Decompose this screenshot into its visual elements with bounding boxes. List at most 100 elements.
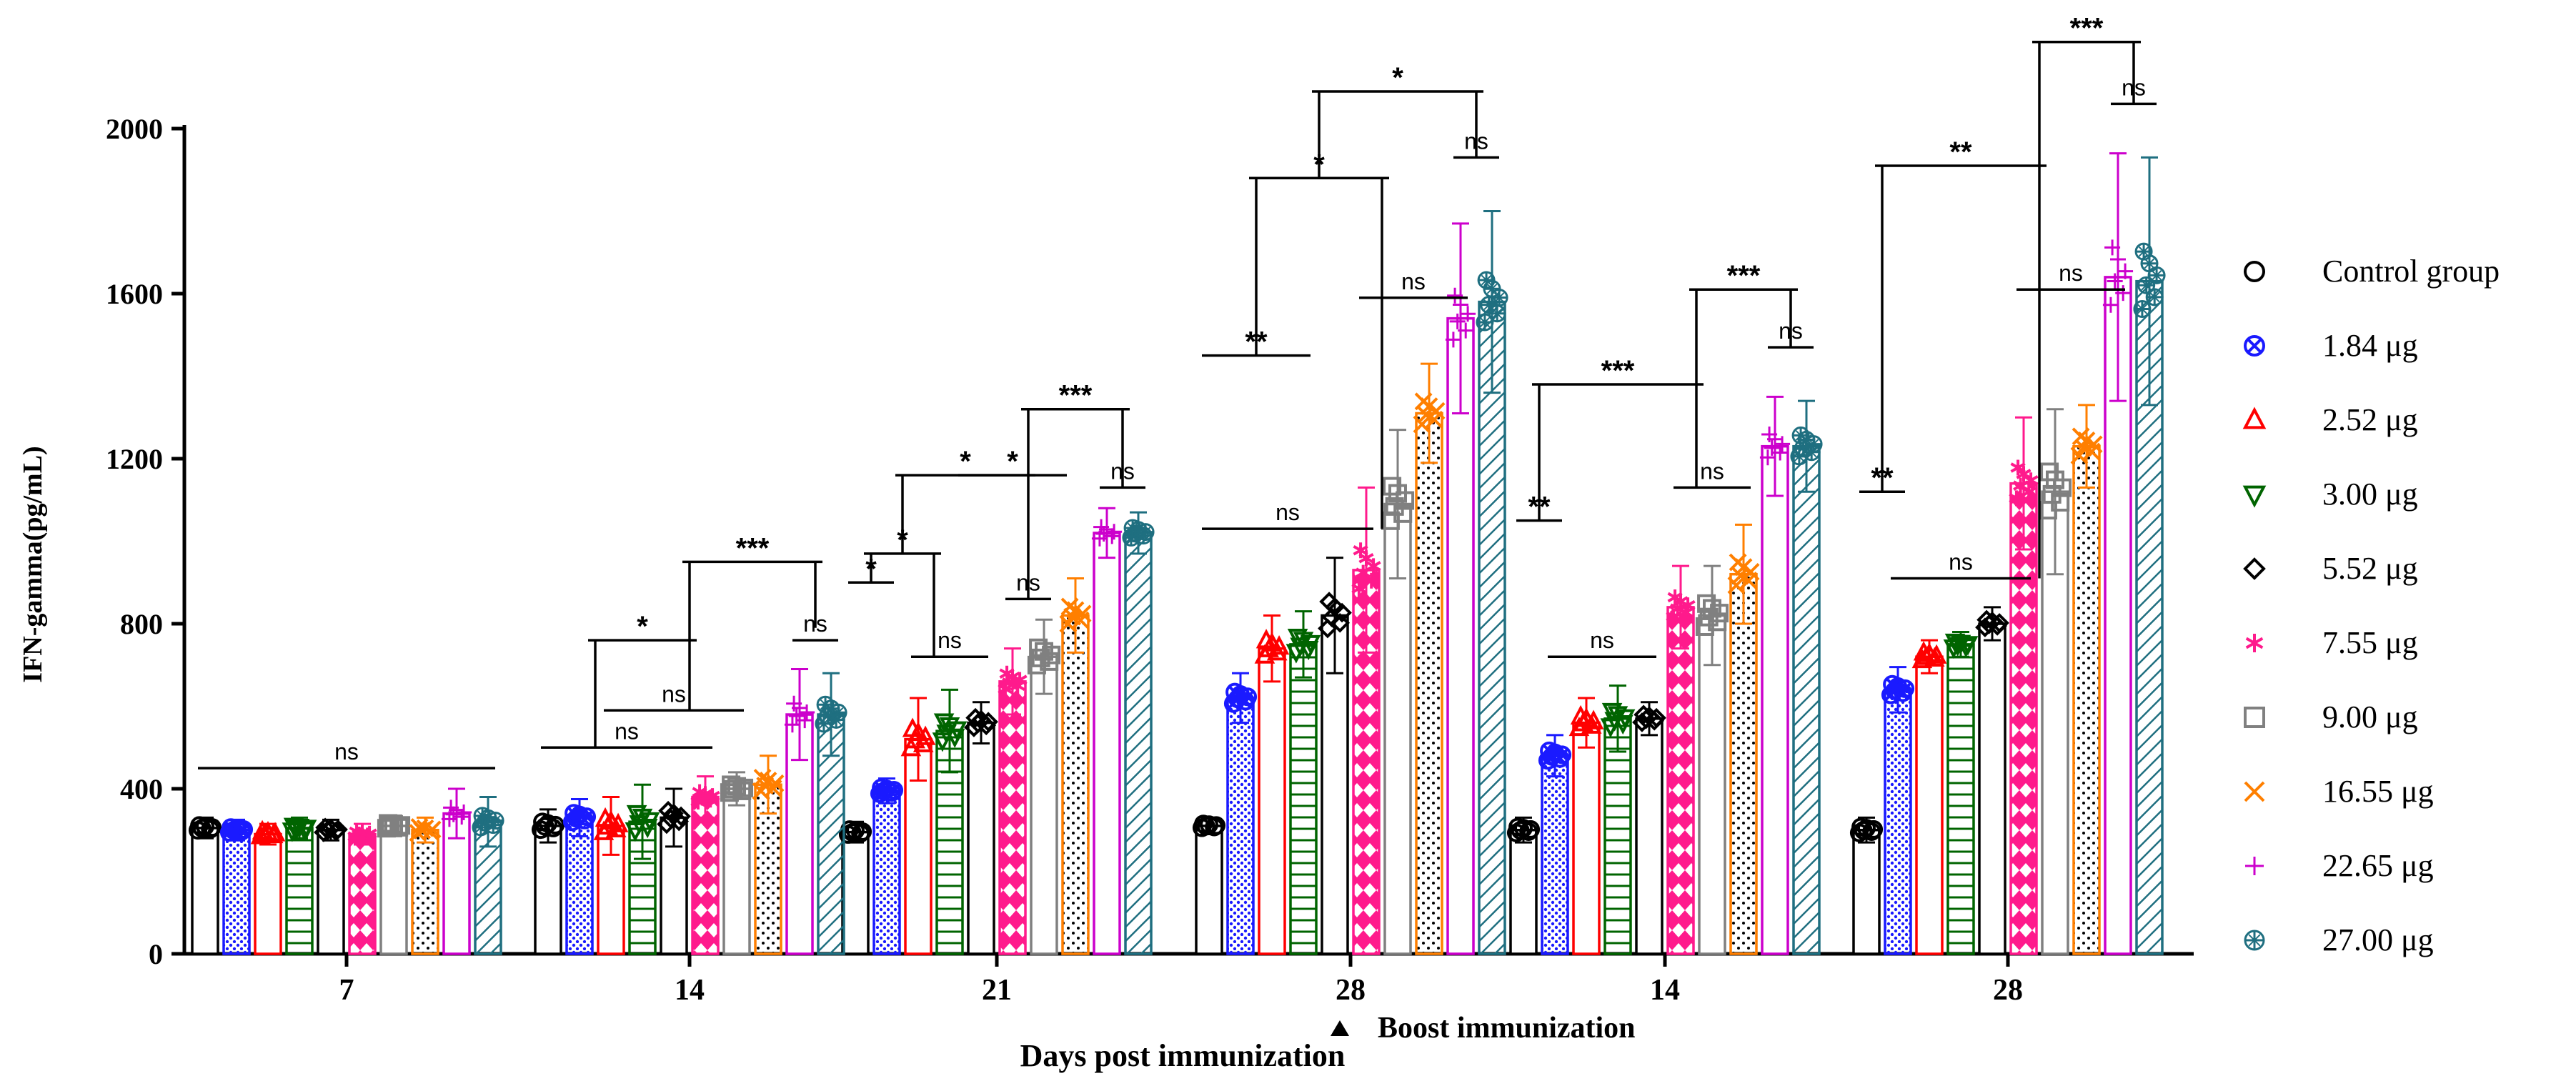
bar-group <box>1695 564 1729 955</box>
marker-square <box>727 777 746 796</box>
x-tick-label: 7 <box>339 974 354 1007</box>
marker-diamond <box>321 818 341 839</box>
bar <box>691 795 720 955</box>
marker-part <box>1543 744 1556 757</box>
significance-bracket: ns <box>2111 74 2157 106</box>
bar <box>722 787 751 955</box>
marker-triangle-up <box>1583 709 1604 729</box>
marker-square <box>1697 594 1716 613</box>
marker-square <box>1029 638 1048 657</box>
marker-part <box>2149 292 2160 303</box>
bar-group <box>2038 408 2072 955</box>
bar <box>222 829 251 955</box>
bar-group <box>1666 564 1696 955</box>
marker-circle-plus <box>2244 930 2265 951</box>
marker-circle <box>1851 817 1871 837</box>
marker-part <box>1795 430 1806 441</box>
marker-plus <box>1449 313 1466 329</box>
marker-circle-x <box>872 778 891 797</box>
marker-x <box>1414 392 1433 411</box>
significance-bracket: *** <box>2032 13 2141 166</box>
marker-triangle-down <box>283 817 304 837</box>
significance-label: ns <box>1275 499 1300 525</box>
bar <box>1226 697 1255 955</box>
marker-diamond <box>1325 597 1345 617</box>
marker-diamond <box>658 800 678 821</box>
marker-part <box>1228 686 1241 699</box>
marker-square <box>1703 599 1721 618</box>
bar <box>1124 532 1153 955</box>
marker-triangle-up <box>252 820 273 840</box>
bar-group <box>998 647 1028 955</box>
marker-circle-plus <box>2133 299 2152 318</box>
legend-item: 27.00 μg <box>2244 922 2434 957</box>
marker-plus <box>788 708 805 724</box>
bar-group <box>625 783 660 955</box>
bar-group <box>593 796 629 955</box>
bar <box>1289 643 1318 955</box>
marker-triangle-up <box>902 717 923 737</box>
bar <box>534 825 562 955</box>
marker-plus <box>797 712 813 729</box>
bar <box>1258 647 1286 955</box>
marker-part <box>1883 674 1902 694</box>
marker-circle-plus <box>1477 271 1496 289</box>
marker-triangle-up <box>600 809 622 830</box>
bar-group <box>690 775 720 955</box>
bar <box>1761 444 1789 955</box>
marker-part <box>1225 682 1245 702</box>
marker-part <box>1540 741 1559 760</box>
marker-plus <box>2102 297 2119 313</box>
legend-item: 7.55 μg <box>2245 625 2418 660</box>
marker-plus <box>1093 519 1110 535</box>
marker-diamond <box>971 709 991 730</box>
significance-label: ns <box>1110 458 1135 484</box>
marker-x <box>416 819 434 837</box>
bar-group <box>1351 486 1381 955</box>
bar-group <box>1254 614 1290 955</box>
significance-bracket: ns <box>1359 269 1468 299</box>
marker-diamond <box>2243 557 2266 580</box>
marker-plus <box>1460 306 1476 322</box>
marker-circle <box>853 822 872 841</box>
bar-group <box>219 818 254 955</box>
marker-diamond <box>965 707 985 728</box>
marker-plus <box>2117 263 2134 279</box>
marker-plus <box>1761 427 1778 443</box>
bar-group <box>1759 395 1791 955</box>
bar <box>1030 655 1058 955</box>
legend-item: 16.55 μg <box>2244 774 2434 809</box>
bar <box>285 827 314 955</box>
marker-triangle-down <box>1944 633 1966 654</box>
marker-part <box>2151 270 2162 281</box>
marker-diamond <box>1976 609 1996 630</box>
marker-triangle-up <box>595 807 616 827</box>
bar <box>1478 300 1506 955</box>
marker-triangle-up <box>1919 642 1940 662</box>
legend-label: 2.52 μg <box>2322 402 2418 437</box>
bar-group <box>1568 697 1604 955</box>
bar-group <box>1192 814 1226 955</box>
bar-group <box>282 816 317 955</box>
marker-asterisk <box>1667 589 1683 606</box>
marker-part <box>1479 317 1491 328</box>
marker-part <box>2248 934 2261 947</box>
significance-bracket: ns <box>604 681 744 712</box>
marker-x <box>759 771 777 789</box>
marker-circle <box>190 816 209 835</box>
marker-square <box>1383 477 1402 496</box>
x-tick-label: 14 <box>675 974 705 1007</box>
bar-group <box>1727 523 1760 955</box>
marker-part <box>1486 283 1498 294</box>
bar-group <box>2070 404 2103 955</box>
marker-x <box>2244 781 2265 802</box>
bar-group <box>347 822 377 955</box>
bar <box>1195 825 1223 955</box>
marker-plus <box>443 799 459 816</box>
significance-label: * <box>960 446 971 477</box>
bar <box>565 816 594 955</box>
bar <box>191 827 219 955</box>
legend-label: Control group <box>2322 254 2500 289</box>
marker-circle-plus <box>816 695 835 714</box>
bar <box>1729 572 1758 955</box>
